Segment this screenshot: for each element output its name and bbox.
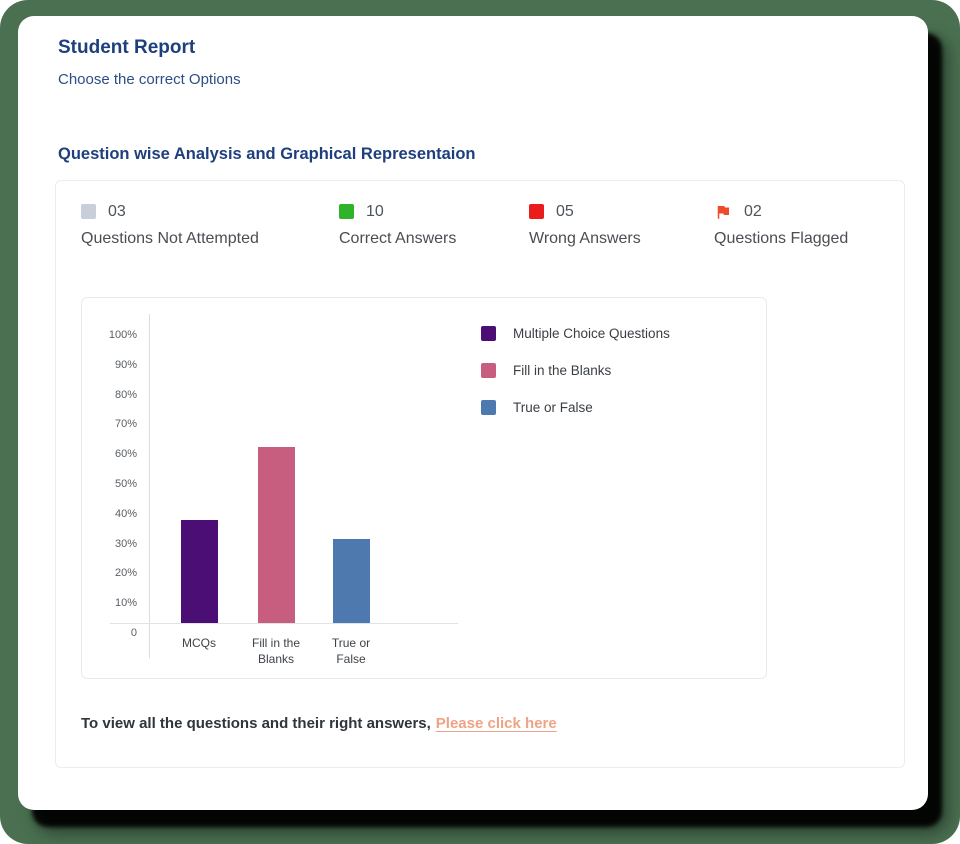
stat-item: 03 Questions Not Attempted <box>81 203 259 248</box>
page-subtitle: Choose the correct Options <box>58 71 241 88</box>
analysis-panel: 03 Questions Not Attempted 10 Correct Answe… <box>55 180 905 768</box>
bar <box>333 539 370 623</box>
legend-swatch-icon <box>481 400 496 415</box>
stat-value: 02 <box>744 202 762 220</box>
stat-square-icon <box>339 204 354 219</box>
legend-swatch-icon <box>481 363 496 378</box>
y-tick-label: 80% <box>114 388 137 401</box>
y-tick-label: 10% <box>114 597 137 610</box>
legend-label: True or False <box>513 400 593 415</box>
legend-label: Multiple Choice Questions <box>513 326 670 341</box>
stat-top-row: 02 <box>714 203 848 220</box>
legend-swatch-icon <box>481 326 496 341</box>
legend-item: Multiple Choice Questions <box>481 325 670 342</box>
footer-note: To view all the questions and their righ… <box>81 715 557 732</box>
legend-label: Fill in the Blanks <box>513 363 612 378</box>
stat-square-icon <box>81 204 96 219</box>
x-category-label: Fill in the Blanks <box>251 636 301 667</box>
legend-item: Fill in the Blanks <box>481 362 611 379</box>
bar <box>181 520 218 623</box>
stat-square-icon <box>529 204 544 219</box>
stat-value: 03 <box>108 202 126 220</box>
y-tick-label: 60% <box>114 448 137 461</box>
flag-icon <box>714 203 732 221</box>
page-title: Student Report <box>58 37 196 58</box>
stat-label: Wrong Answers <box>529 230 641 247</box>
x-axis <box>110 623 458 624</box>
y-tick-label: 40% <box>114 507 137 520</box>
y-tick-label: 90% <box>114 358 137 371</box>
stat-item: 10 Correct Answers <box>339 203 456 248</box>
stat-item: 02 Questions Flagged <box>714 203 848 248</box>
report-card: Student Report Choose the correct Option… <box>18 16 928 810</box>
footer-text: To view all the questions and their righ… <box>81 715 431 732</box>
stat-top-row: 03 <box>81 203 259 220</box>
y-tick-label: 100% <box>108 329 137 341</box>
stat-top-row: 05 <box>529 203 641 220</box>
stat-label: Questions Flagged <box>714 230 849 247</box>
y-tick-label: 30% <box>114 537 137 550</box>
y-tick-label: 70% <box>114 418 137 431</box>
bar <box>258 447 295 623</box>
y-axis <box>149 314 150 658</box>
chart-box: 100% 90% 80% 70% 60% 50% 40% 30% 20% 10% 0 MCQs Fill… <box>81 297 767 679</box>
stat-value: 05 <box>556 202 574 220</box>
stat-label: Questions Not Attempted <box>81 230 259 247</box>
y-tick-label: 20% <box>114 567 137 580</box>
y-tick-label: 0 <box>130 627 137 639</box>
stat-value: 10 <box>366 202 384 220</box>
stat-top-row: 10 <box>339 203 456 220</box>
legend-item: True or False <box>481 399 593 416</box>
x-category-label: MCQs <box>182 636 216 650</box>
stat-item: 05 Wrong Answers <box>529 203 641 248</box>
section-heading: Question wise Analysis and Graphical Rep… <box>58 145 476 163</box>
y-tick-label: 50% <box>114 478 137 490</box>
x-category-label: True or False <box>331 636 371 667</box>
view-answers-link[interactable]: Please click here <box>435 715 557 732</box>
stat-label: Correct Answers <box>339 230 457 247</box>
